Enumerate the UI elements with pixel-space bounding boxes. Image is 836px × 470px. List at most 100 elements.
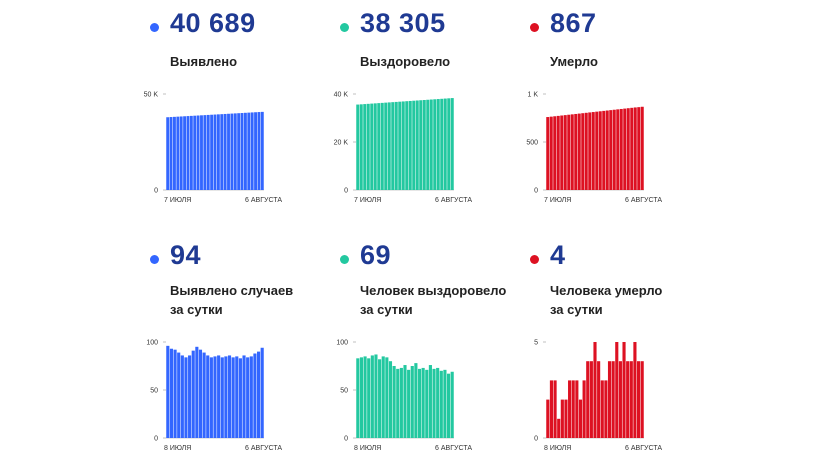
bar [553, 116, 557, 190]
bar [593, 342, 597, 438]
bar [589, 361, 593, 438]
bar [359, 357, 364, 438]
bar [186, 116, 190, 190]
bar [407, 369, 411, 438]
bar [370, 355, 374, 438]
bar [233, 113, 237, 190]
teal-dot-icon [340, 255, 349, 264]
bar [223, 113, 227, 190]
x-label-start: 8 ИЮЛЯ [544, 445, 571, 452]
bar [623, 108, 627, 190]
bar [597, 361, 601, 438]
bar [629, 361, 633, 438]
bar [249, 356, 253, 438]
bar [184, 357, 188, 438]
bar [169, 348, 174, 438]
red-dot-icon [530, 23, 539, 32]
bar [626, 361, 630, 438]
bar [177, 352, 181, 438]
bar [166, 345, 170, 438]
bar [188, 355, 192, 438]
chart-recovered-daily: 100 50 0 8 ИЮЛЯ 6 АВГУСТА [336, 340, 472, 453]
bar [598, 111, 602, 190]
bar [363, 104, 367, 190]
y-tick-label: 0 [154, 436, 158, 443]
bar [166, 117, 170, 190]
bar [260, 347, 264, 438]
bar [575, 380, 579, 438]
x-label-start: 7 ИЮЛЯ [164, 197, 191, 204]
bar [546, 117, 550, 190]
bar [206, 355, 210, 438]
bar [227, 355, 232, 438]
bar [242, 355, 246, 438]
bar [433, 99, 437, 190]
y-tick-label: 0 [344, 436, 348, 443]
bar [595, 111, 599, 190]
bar [396, 368, 400, 438]
bar [556, 115, 560, 190]
bar [380, 102, 384, 190]
bar [622, 342, 626, 438]
stat-value: 867 [550, 8, 597, 38]
bar [173, 116, 176, 190]
bar [260, 111, 264, 190]
bar [605, 110, 609, 190]
x-label-end: 6 АВГУСТА [435, 197, 472, 204]
bar [399, 367, 403, 438]
chart-deaths-total: 1 K 500 0 7 ИЮЛЯ 6 АВГУСТА [526, 92, 662, 205]
bar [220, 114, 224, 190]
bar [578, 399, 583, 438]
bar [247, 112, 251, 190]
x-label-start: 7 ИЮЛЯ [354, 197, 381, 204]
bar [359, 104, 363, 190]
bar [394, 101, 398, 190]
y-tick-label: 0 [534, 188, 538, 195]
stat-caption-line2: за сутки [170, 302, 223, 317]
teal-dot-icon [340, 23, 349, 32]
bar [378, 359, 382, 438]
bar [568, 380, 572, 438]
bar [387, 102, 391, 190]
bar [198, 349, 203, 438]
bar [169, 117, 173, 190]
stat-value: 4 [550, 240, 566, 270]
stat-caption-line1: Человек выздоровело [360, 283, 507, 298]
x-label-end: 6 АВГУСТА [435, 445, 472, 452]
stat-value: 38 305 [360, 8, 446, 38]
bar [373, 103, 377, 190]
bar [626, 108, 630, 190]
bar [403, 365, 407, 438]
bar [630, 107, 634, 190]
bar [254, 112, 257, 190]
bar [604, 380, 608, 438]
bar [429, 99, 433, 190]
chart-detected-total: 50 K 0 7 ИЮЛЯ 6 АВГУСТА [144, 92, 283, 205]
bar [607, 361, 612, 438]
bar [553, 380, 557, 438]
bar [557, 418, 561, 438]
bar [191, 350, 195, 438]
bar [257, 112, 261, 190]
bar [611, 361, 615, 438]
bar [238, 358, 242, 438]
bar [392, 366, 396, 438]
bar [231, 357, 235, 438]
stat-caption: Умерло [550, 54, 598, 69]
bar [370, 103, 374, 190]
bar [417, 368, 422, 438]
bar [227, 113, 230, 190]
bar [356, 358, 360, 438]
y-tick-label: 0 [154, 188, 158, 195]
chart-deaths-daily: 5 0 8 ИЮЛЯ 6 АВГУСТА [534, 340, 662, 453]
bar [374, 354, 378, 438]
bar [240, 113, 244, 190]
y-tick-label: 5 [534, 340, 538, 347]
bar [640, 361, 644, 438]
chart-detected-daily: 100 50 0 8 ИЮЛЯ 6 АВГУСТА [146, 340, 282, 453]
bar [189, 115, 193, 190]
bar [363, 356, 367, 438]
stat-caption-line2: за сутки [550, 302, 603, 317]
bar [428, 365, 432, 438]
bar [367, 358, 371, 438]
